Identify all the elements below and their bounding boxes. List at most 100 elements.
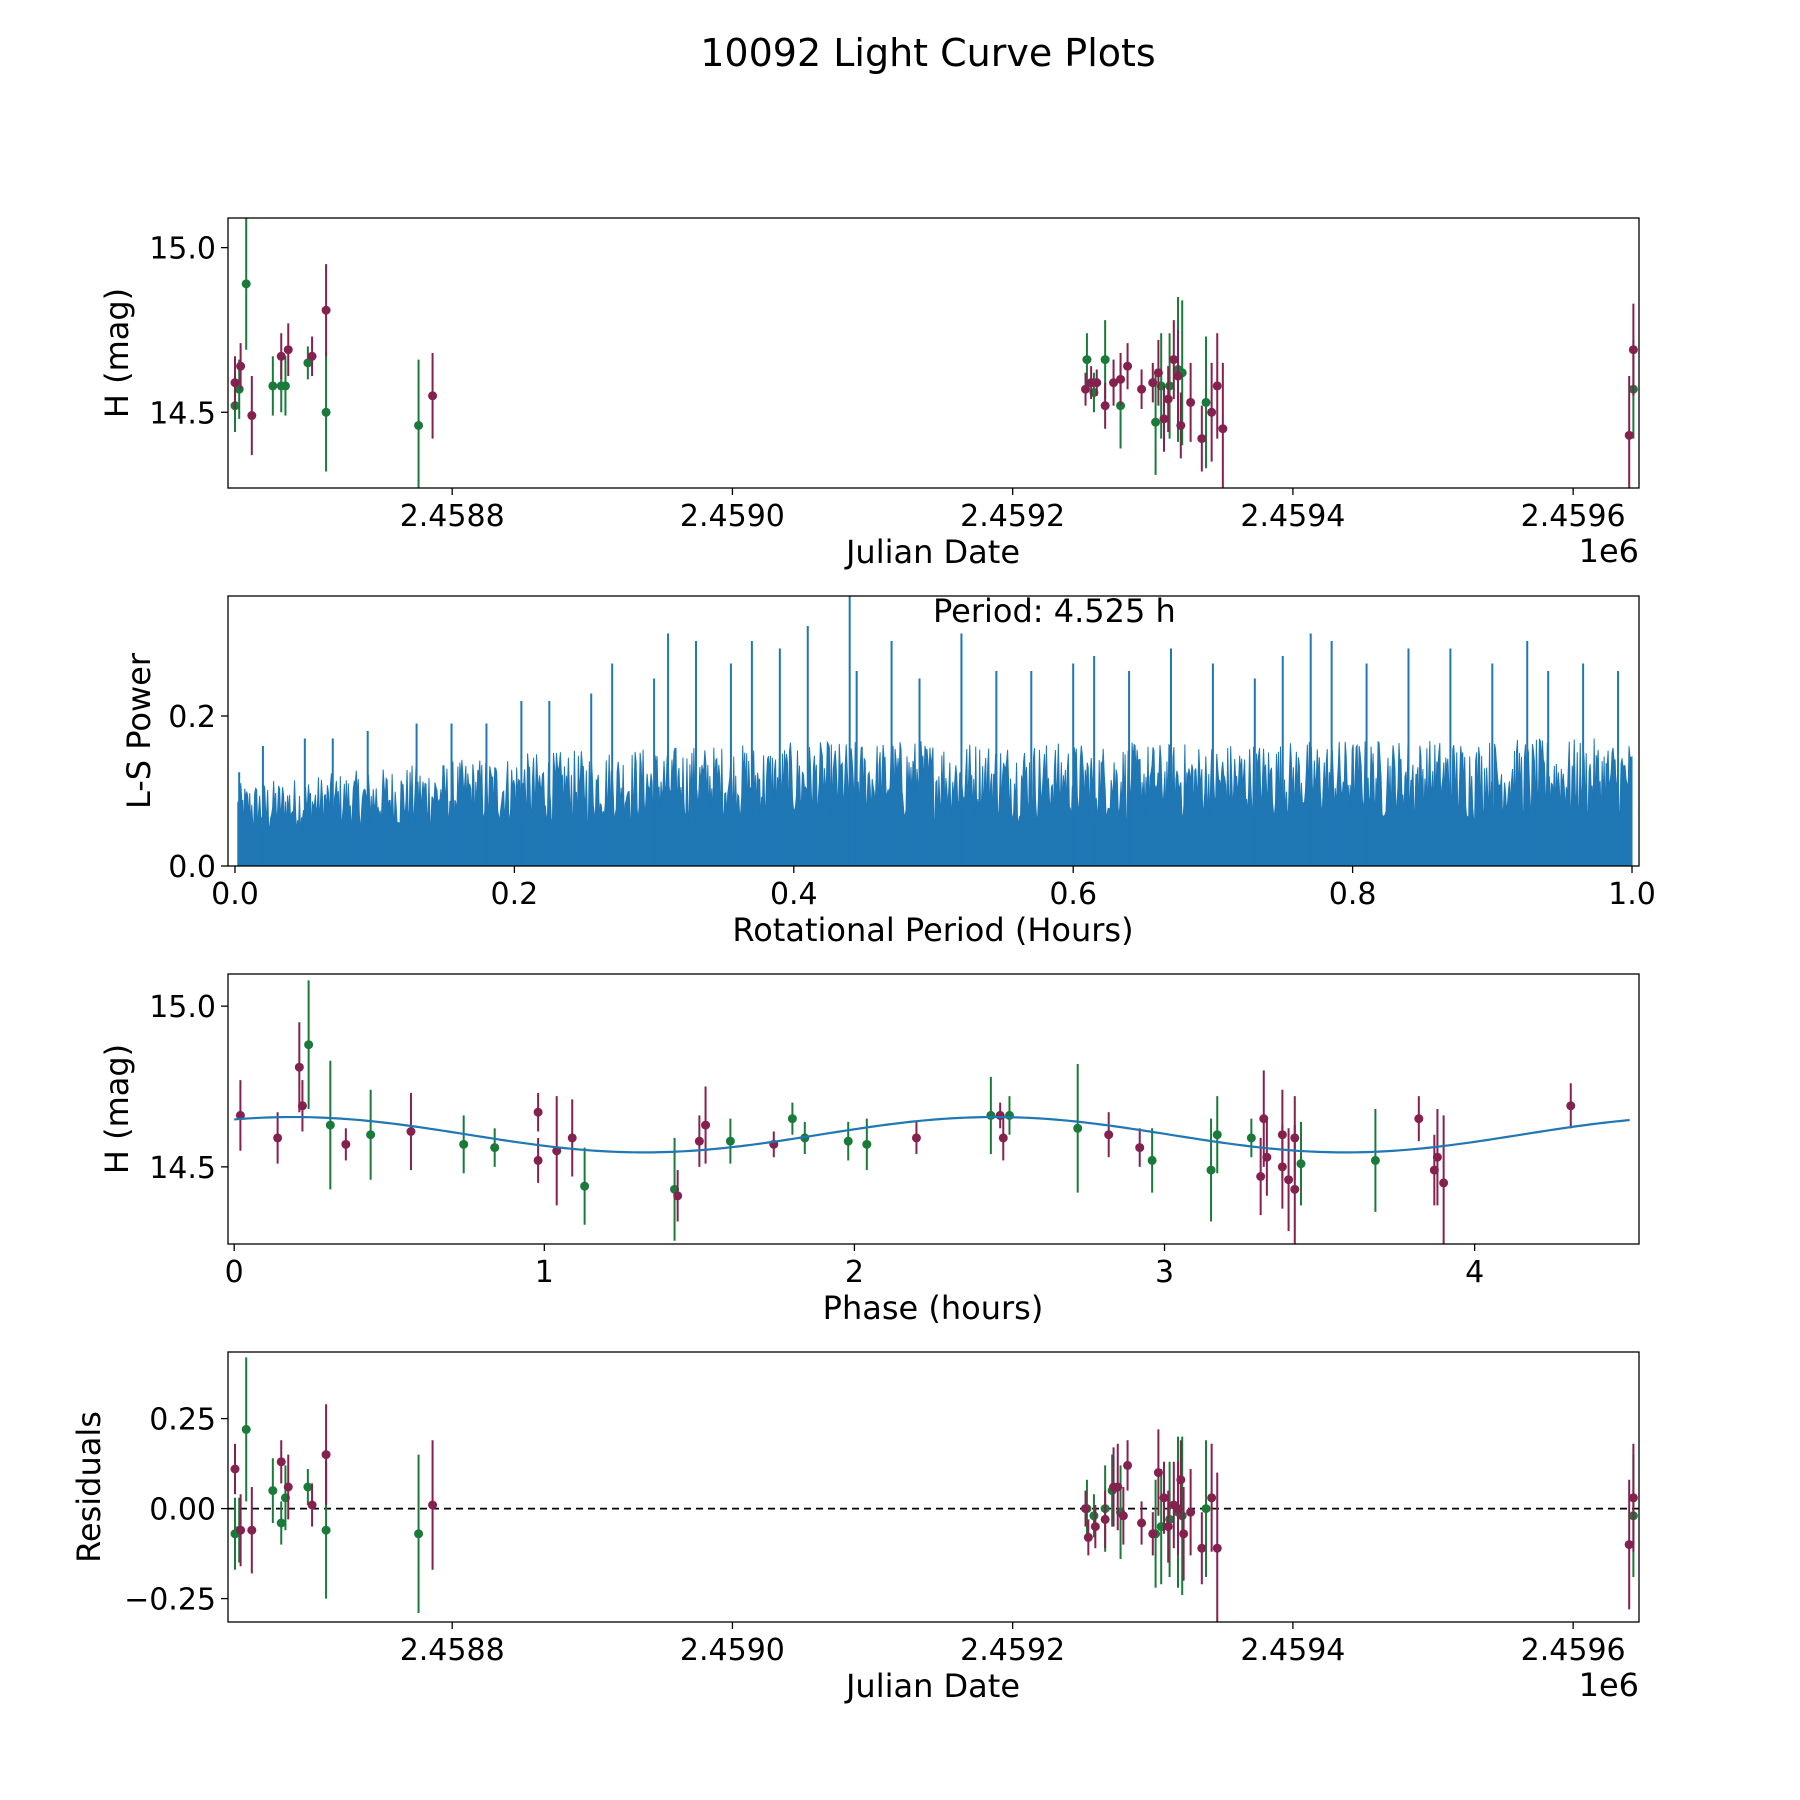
- periodogram-marks: [237, 596, 1633, 867]
- phase-fold-point: [998, 1133, 1008, 1143]
- phase-fold-point: [986, 1110, 996, 1120]
- periodogram-xtick-label: 0.4: [770, 877, 818, 912]
- light-curve-point: [1153, 368, 1163, 378]
- phase-fold-point: [1073, 1123, 1083, 1133]
- residuals-point: [276, 1457, 286, 1467]
- light-curve-point: [1109, 378, 1119, 388]
- phase-fold-xtick-label: 3: [1155, 1255, 1174, 1290]
- phase-fold-marks: [234, 980, 1630, 1244]
- residuals-ylabel: Residuals: [70, 1411, 108, 1563]
- light-curve-point: [230, 378, 240, 388]
- light-curve-offset-label: 1e6: [1579, 532, 1639, 570]
- residuals-point: [428, 1500, 438, 1510]
- phase-fold-point: [366, 1130, 376, 1140]
- phase-fold-ytick-label: 15.0: [149, 990, 216, 1025]
- phase-fold-point: [1296, 1159, 1306, 1169]
- phase-fold-point: [341, 1139, 351, 1149]
- residuals-point: [1081, 1504, 1091, 1514]
- periodogram-panel: 0.0 0.2 0.4 0.6 0.8 1.0 0.0 0.2 Period: 4.525 h…: [120, 592, 1656, 949]
- residuals-point: [1148, 1529, 1158, 1539]
- light-curve-point: [268, 381, 278, 391]
- light-curve-point: [1092, 378, 1102, 388]
- phase-fold-point: [1290, 1184, 1300, 1194]
- residuals-point: [1212, 1543, 1222, 1553]
- light-curve-ytick-label: 15.0: [149, 232, 216, 267]
- phase-fold-ylabel: H (mag): [98, 1044, 136, 1174]
- light-curve-panel: 2.4588 2.4590 2.4592 2.4594 2.4596 14.5 15.0 J…: [98, 217, 1640, 571]
- phase-fold-point: [673, 1191, 683, 1201]
- phase-fold-point: [1370, 1155, 1380, 1165]
- light-curve-point: [321, 407, 331, 417]
- light-curve-point: [1081, 384, 1091, 394]
- phase-fold-point: [1414, 1114, 1424, 1124]
- phase-fold-point: [490, 1143, 500, 1153]
- residuals-point: [1153, 1468, 1163, 1478]
- phase-fold-point: [1439, 1178, 1449, 1188]
- residuals-xtick-label: 2.4588: [400, 1633, 505, 1668]
- phase-fold-point: [1004, 1110, 1014, 1120]
- residuals-point: [276, 1518, 286, 1528]
- light-curve-point: [1201, 397, 1211, 407]
- phase-fold-xlabel: Phase (hours): [823, 1289, 1044, 1327]
- phase-fold-point: [297, 1101, 307, 1111]
- light-curve-point: [1212, 381, 1222, 391]
- light-curve-xlabel: Julian Date: [844, 533, 1020, 571]
- residuals-ytick-label: −0.25: [124, 1583, 216, 1618]
- residuals-frame: [227, 1351, 1640, 1623]
- periodogram-xtick-label: 0.2: [491, 877, 539, 912]
- phase-fold-point: [325, 1120, 335, 1130]
- light-curve-point: [247, 411, 257, 421]
- residuals-point: [321, 1450, 331, 1460]
- light-curve-point: [1624, 430, 1634, 440]
- residuals-point: [1624, 1540, 1634, 1550]
- phase-fold-point: [1432, 1152, 1442, 1162]
- phase-fold-point: [1256, 1172, 1266, 1181]
- figure-title: 10092 Light Curve Plots: [700, 31, 1155, 75]
- residuals-point: [1137, 1518, 1147, 1528]
- light-curve-xtick-label: 2.4596: [1521, 499, 1626, 534]
- phase-fold-point: [294, 1062, 304, 1072]
- residuals-point: [268, 1486, 278, 1496]
- periodogram-ytick-label: 0.2: [168, 700, 216, 735]
- phase-fold-point: [862, 1139, 872, 1149]
- phase-fold-point: [911, 1133, 921, 1143]
- light-curve-point: [1137, 384, 1147, 394]
- residuals-marks: [228, 1357, 1639, 1622]
- light-curve-point: [1148, 378, 1158, 388]
- residuals-point: [1179, 1529, 1189, 1539]
- light-curve-xtick-label: 2.4594: [1240, 499, 1345, 534]
- residuals-point: [414, 1529, 424, 1539]
- phase-fold-point: [567, 1133, 577, 1143]
- residuals-panel: 2.4588 2.4590 2.4592 2.4594 2.4596 −0.25 0.00 0…: [70, 1351, 1640, 1705]
- residuals-ytick-label: 0.00: [149, 1493, 216, 1528]
- periodogram-ticks: 0.0 0.2 0.4 0.6 0.8 1.0 0.0 0.2: [168, 700, 1656, 912]
- residuals-point: [236, 1525, 246, 1535]
- phase-fold-point: [1246, 1133, 1256, 1143]
- periodogram-ylabel: L-S Power: [120, 652, 158, 809]
- light-curve-point: [1197, 434, 1207, 444]
- periodogram-xtick-label: 0.6: [1049, 877, 1097, 912]
- light-curve-ylabel: H (mag): [98, 288, 136, 418]
- residuals-xtick-label: 2.4594: [1240, 1633, 1345, 1668]
- phase-fold-xtick-label: 2: [845, 1255, 864, 1290]
- light-curve-marks: [230, 218, 1638, 488]
- periodogram-annotation: Period: 4.525 h: [933, 592, 1176, 630]
- light-curve-point: [303, 358, 313, 368]
- phase-fold-point: [1147, 1155, 1157, 1165]
- light-curve-point: [276, 351, 286, 361]
- light-curve-point: [1218, 424, 1228, 434]
- periodogram-xtick-label: 0.0: [211, 877, 259, 912]
- phase-fold-point: [1135, 1143, 1145, 1153]
- residuals-point: [1083, 1532, 1093, 1542]
- phase-fold-point: [1212, 1130, 1222, 1140]
- light-curve-ytick-label: 14.5: [149, 396, 216, 431]
- phase-fold-point: [580, 1181, 590, 1191]
- phase-fold-point: [459, 1139, 469, 1149]
- residuals-point: [1186, 1507, 1196, 1517]
- phase-fold-point: [406, 1127, 416, 1136]
- phase-fold-point: [1262, 1152, 1272, 1162]
- light-curve-xtick-label: 2.4590: [680, 499, 785, 534]
- light-curve-point: [1169, 355, 1179, 365]
- phase-fold-xtick-label: 1: [535, 1255, 554, 1290]
- light-curve-point: [1100, 401, 1110, 411]
